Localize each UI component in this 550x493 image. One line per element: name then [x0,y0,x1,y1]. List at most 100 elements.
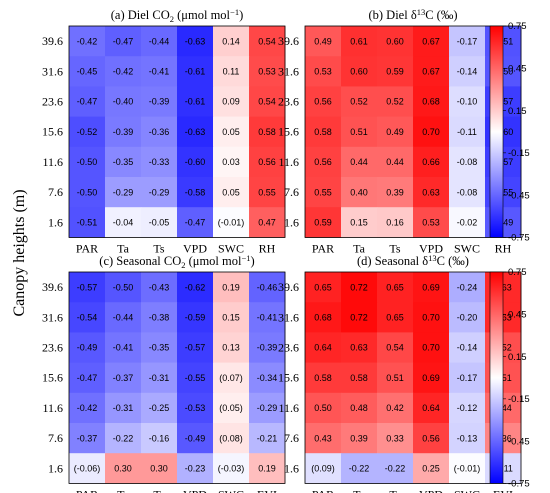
cell-label: -0.35 [149,343,170,353]
cell-label: 0.70 [422,313,440,323]
heatmap-cell [69,86,106,117]
heatmap-cell [341,392,378,424]
y-tick-label: 23.6 [42,341,63,355]
cell-label: -0.55 [185,373,206,383]
y-tick-label: 7.6 [284,431,299,445]
x-tick-label: PAR [312,241,334,255]
cell-label: 0.65 [386,313,404,323]
heatmap-cell [377,56,414,87]
cell-label: -0.22 [385,464,406,474]
heatmap-cell [249,453,286,484]
cell-label: -0.38 [149,313,170,323]
panel-title: (c) Seasonal CO2 (μmol mol−1) [99,253,254,270]
y-axis-label: Canopy heights (m) [11,189,28,316]
colorbar [489,25,504,238]
heatmap-cell [249,56,286,87]
cell-label: 0.63 [422,187,440,197]
cell-label: 0.11 [223,67,240,77]
y-tick-label: 7.6 [284,185,299,199]
cell-label: 0.60 [386,36,404,46]
panel-frame [68,271,286,484]
x-tick-label: SWC [218,487,244,493]
heatmap-cell [141,453,178,484]
cell-label: 0.58 [314,373,332,383]
cell-label: -0.47 [77,373,98,383]
heatmap-cell [449,332,486,363]
heatmap-cell [141,302,178,333]
cell-label: (0.09) [311,464,335,474]
cell-label: -0.41 [113,343,134,353]
y-tick-label: 31.6 [278,310,299,324]
heatmap-cell [305,302,342,333]
cell-label: -0.39 [257,343,278,353]
cell-label: 0.69 [422,282,440,292]
heatmap-cell [341,56,378,87]
heatmap-cell [341,86,378,117]
cell-label: -0.04 [113,218,134,228]
heatmap-cell [341,272,378,303]
cell-label: 0.49 [386,127,404,137]
y-tick-label: 23.6 [278,95,299,109]
cell-label: -0.45 [77,67,98,77]
cell-label: -0.17 [457,36,478,46]
heatmap-cell [69,423,106,454]
heatmap-cell [249,177,286,208]
y-tick-label: 23.6 [278,341,299,355]
cell-label: 0.40 [350,187,368,197]
cell-label: 0.39 [386,187,404,197]
cell-label: 0.42 [386,403,404,413]
cell-label: 0.53 [422,218,440,228]
cell-label: 0.25 [422,464,440,474]
cell-label: (0.08) [219,433,243,443]
colorbar-tick-label: -0.15 [508,394,530,405]
heatmap-cell [341,207,378,238]
heatmap-cell [377,302,414,333]
heatmap-cell [305,392,342,424]
heatmap-cell [341,332,378,363]
heatmap-cell [341,362,378,394]
cell-label: 0.70 [422,127,440,137]
cell-label: -0.47 [77,97,98,107]
cell-label: -0.61 [185,97,206,107]
cell-label: 0.59 [386,67,404,77]
heatmap-cell [69,56,106,87]
cell-label: 0.19 [258,464,276,474]
heatmap-cell [449,26,486,57]
colorbar-tick-label: 0.75 [508,267,527,278]
x-tick-label: VPD [183,241,207,255]
cell-label: -0.10 [457,97,478,107]
heatmap-cell [141,362,178,394]
heatmap-cell [105,26,142,57]
heatmap-cell [249,146,286,178]
panel-frame [304,271,522,484]
x-tick-label: EVI [257,487,277,493]
cell-label: 0.65 [314,282,332,292]
y-tick-label: 39.6 [278,280,299,294]
heatmap-cell [377,116,414,148]
heatmap-cell [213,423,250,454]
x-tick-label: SWC [454,241,480,255]
heatmap-cell [69,332,106,363]
cell-label: -0.05 [149,218,170,228]
cell-label: 0.44 [386,157,404,167]
y-tick-label: 1.6 [284,461,299,475]
heatmap-cell [213,26,250,57]
heatmap-cell [249,272,286,303]
heatmap-cell [213,272,250,303]
cell-label: -0.02 [457,218,478,228]
heatmap-cell [249,207,286,238]
y-tick-label: 39.6 [42,34,63,48]
heatmap-panel-2: (b) Diel δ13C (‰) 0.49 0.61 0.60 0.67 -0.17 -0… [278,7,530,255]
heatmap-cell [105,116,142,148]
heatmap-cell [449,56,486,87]
heatmap-cell [213,332,250,363]
heatmap-cell [341,26,378,57]
heatmap-cell [377,362,414,394]
cell-label: 0.65 [386,282,404,292]
heatmap-cell [449,423,486,454]
cell-label: -0.21 [257,433,278,443]
y-tick-label: 11.6 [42,155,63,169]
heatmap-cell [105,56,142,87]
cell-label: 0.58 [258,127,276,137]
